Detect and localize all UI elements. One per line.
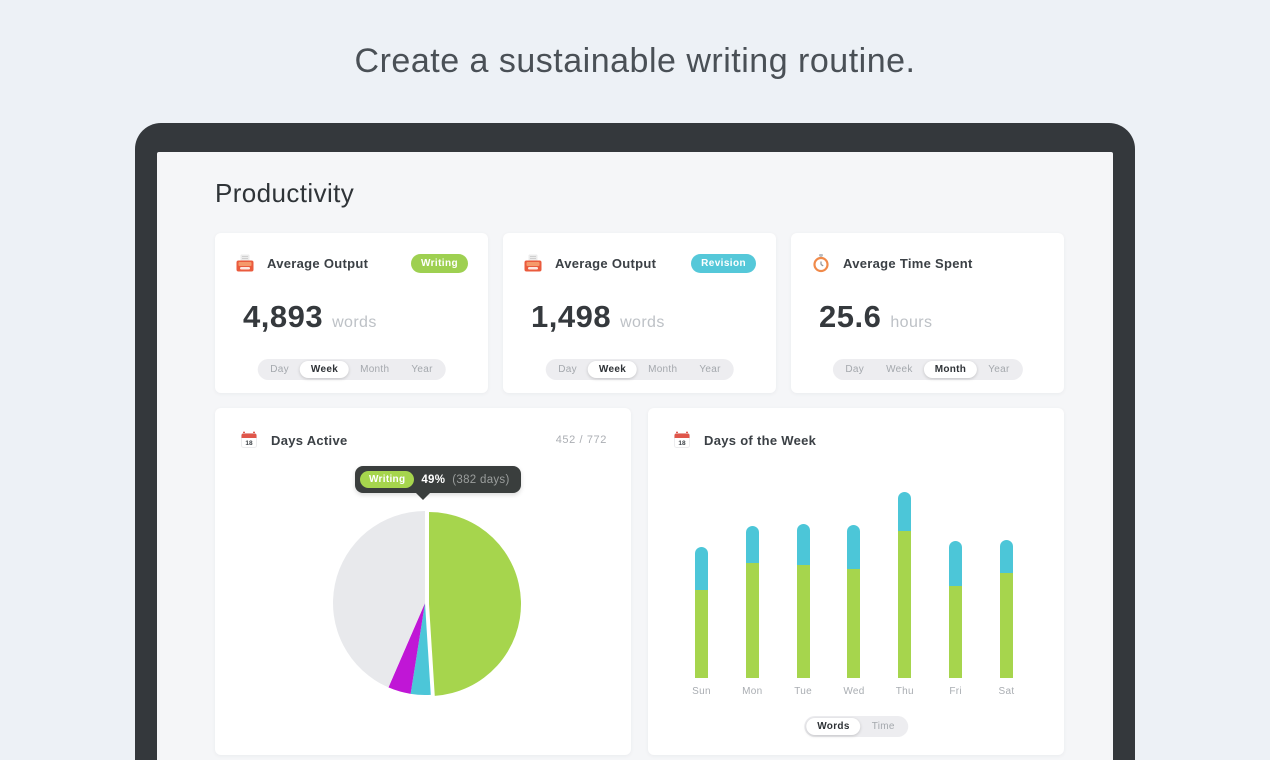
bar-segment-words [999, 573, 1013, 678]
series-option-words[interactable]: Words [806, 718, 861, 735]
card-title: Days Active [271, 432, 348, 448]
bar-mon[interactable]: Mon [742, 526, 762, 697]
typewriter-icon [524, 254, 542, 272]
pie-slice-writing[interactable] [429, 512, 522, 696]
period-option-day[interactable]: Day [270, 364, 289, 375]
tooltip-arrow [416, 493, 430, 500]
period-toggle: Day Week Month Year [257, 359, 446, 380]
period-option-week[interactable]: Week [587, 361, 638, 378]
period-option-week[interactable]: Week [886, 364, 913, 375]
value-row: 25.6 hours [819, 299, 932, 335]
svg-text:18: 18 [678, 440, 686, 447]
pie-slice-magenta-slice[interactable] [388, 603, 425, 694]
bar-sun[interactable]: Sun [692, 547, 711, 697]
tooltip-writing-pill: Writing [360, 471, 415, 488]
headline: Create a sustainable writing routine. [354, 42, 916, 80]
calendar-icon: 18 [241, 431, 257, 448]
pie-slice-inactive[interactable] [333, 511, 425, 688]
card-title: Average Output [267, 255, 369, 271]
bar-segment-time [745, 526, 759, 563]
words-time-toggle: Words Time [804, 716, 908, 737]
bar-fri[interactable]: Fri [949, 541, 963, 697]
days-active-pie-chart[interactable] [325, 503, 525, 703]
bar-segment-time [695, 547, 708, 590]
pie-tooltip: Writing 49% (382 days) [355, 466, 521, 500]
period-option-year[interactable]: Year [411, 364, 433, 375]
pie-slice-cyan-slice[interactable] [410, 603, 431, 695]
monitor-frame: Productivity Average Output Writing [135, 123, 1135, 760]
card-header: 18 Days of the Week [672, 430, 1040, 450]
bar-segment-time [999, 540, 1013, 573]
bar-label-fri: Fri [949, 686, 962, 697]
bar-segment-words [796, 565, 810, 678]
stat-unit: hours [890, 314, 933, 331]
period-toggle: Day Week Month Year [832, 359, 1023, 380]
period-option-month[interactable]: Month [648, 364, 678, 375]
stat-value: 4,893 [243, 299, 324, 334]
bar-sat[interactable]: Sat [999, 540, 1014, 697]
card-average-output-revision: Average Output Revision 1,498 words Day W… [503, 233, 776, 393]
stat-value: 25.6 [819, 299, 882, 334]
status-badge-writing: Writing [410, 253, 468, 273]
svg-text:18: 18 [245, 440, 253, 447]
page-title: Productivity [215, 178, 355, 208]
period-option-day[interactable]: Day [558, 364, 577, 375]
bar-wed[interactable]: Wed [843, 525, 864, 697]
stat-unit: words [620, 314, 665, 331]
stat-card-row: Average Output Writing 4,893 words Day We… [215, 233, 1064, 393]
status-badge-revision: Revision [691, 253, 756, 273]
days-active-counter: 452 / 772 [555, 434, 607, 446]
bar-segment-words [745, 563, 759, 678]
screen: Productivity Average Output Writing [157, 152, 1113, 760]
card-average-time-spent: Average Time Spent 25.6 hours Day Week Mon… [791, 233, 1064, 393]
chart-card-row: 18 Days Active 452 / 772 Writing 49% (38… [215, 408, 1064, 755]
card-title: Average Output [555, 255, 657, 271]
card-days-of-the-week: 18 Days of the Week Sun Mon Tue Wed Thu Fri Sa… [648, 408, 1064, 755]
bar-label-mon: Mon [742, 686, 763, 697]
bar-segment-words [695, 590, 708, 678]
bar-segment-time [898, 492, 912, 531]
tooltip-percent: 49% [421, 473, 446, 486]
bar-tue[interactable]: Tue [794, 524, 812, 697]
tooltip-detail: (382 days) [452, 473, 510, 486]
days-of-week-bar-chart: Sun Mon Tue Wed Thu Fri Sat [692, 448, 1014, 697]
card-title: Average Time Spent [843, 255, 973, 271]
card-header: Average Output Revision [523, 253, 756, 273]
period-option-week[interactable]: Week [299, 361, 350, 378]
series-option-time[interactable]: Time [871, 721, 895, 732]
bar-label-thu: Thu [895, 686, 914, 697]
period-option-year[interactable]: Year [699, 364, 721, 375]
bar-segment-words [847, 569, 861, 678]
bar-label-tue: Tue [794, 686, 813, 697]
bar-segment-time [847, 525, 861, 569]
stat-unit: words [332, 314, 377, 331]
period-option-day[interactable]: Day [845, 364, 865, 375]
bar-label-sun: Sun [692, 686, 711, 697]
card-title: Days of the Week [704, 432, 817, 448]
card-header: Average Output Writing [235, 253, 468, 273]
value-row: 1,498 words [531, 299, 665, 335]
card-header: 18 Days Active 452 / 772 [239, 430, 607, 450]
typewriter-icon [236, 254, 254, 272]
stat-value: 1,498 [531, 299, 612, 334]
card-average-output-writing: Average Output Writing 4,893 words Day We… [215, 233, 488, 393]
stopwatch-icon [813, 254, 829, 273]
bar-segment-words [949, 586, 963, 678]
bar-label-wed: Wed [843, 686, 865, 697]
period-option-month[interactable]: Month [360, 364, 390, 375]
card-header: Average Time Spent [811, 253, 1044, 273]
bar-label-sat: Sat [998, 686, 1015, 697]
bar-segment-words [898, 531, 912, 678]
bar-thu[interactable]: Thu [896, 492, 914, 697]
period-option-month[interactable]: Month [923, 361, 978, 378]
period-toggle: Day Week Month Year [545, 359, 734, 380]
value-row: 4,893 words [243, 299, 377, 335]
calendar-icon: 18 [674, 431, 690, 448]
period-option-year[interactable]: Year [988, 364, 1010, 375]
bar-segment-time [949, 541, 963, 586]
bar-segment-time [796, 524, 810, 565]
card-days-active: 18 Days Active 452 / 772 Writing 49% (38… [215, 408, 631, 755]
